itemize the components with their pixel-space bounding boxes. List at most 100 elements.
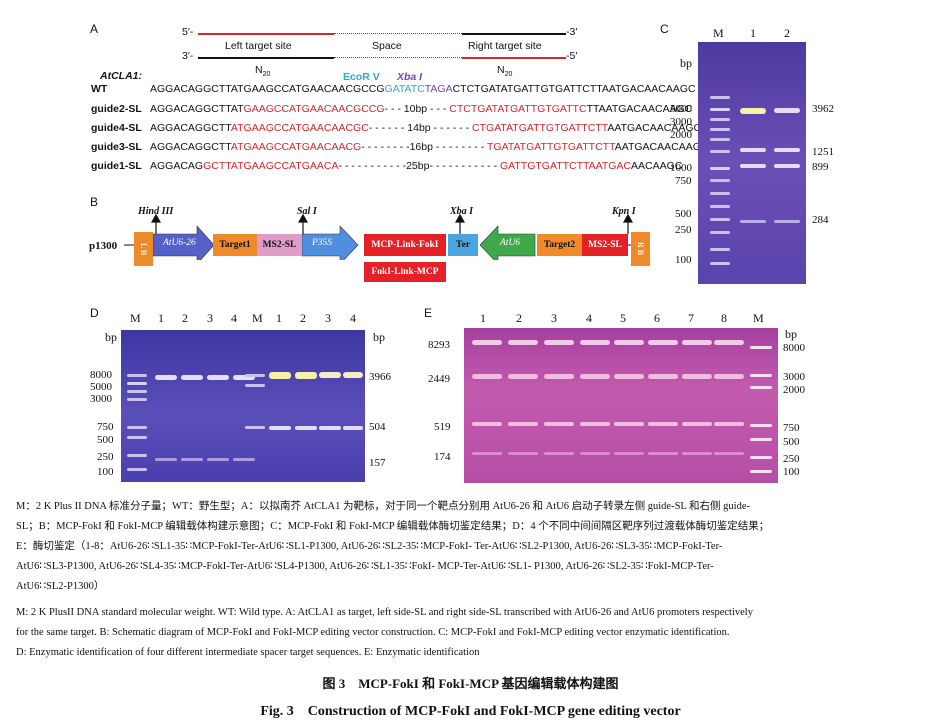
p1300-label: p1300 bbox=[89, 240, 118, 252]
gel-c-m-250: 250 bbox=[675, 224, 692, 236]
panel-a-label: A bbox=[90, 22, 99, 36]
gel-d-size-504: 504 bbox=[369, 421, 386, 433]
left-site-label: Left target site bbox=[225, 40, 292, 52]
gel-e-lane-label: 2 bbox=[516, 311, 522, 325]
gel-e-size-519: 519 bbox=[434, 421, 451, 433]
gel-d-m-500: 500 bbox=[97, 434, 114, 446]
seq-row-sequence: AGGACAGGCTTATGAAGCCATGAACAACGC- - - - - … bbox=[150, 122, 702, 134]
lb-box: L B bbox=[134, 232, 153, 266]
panel-e-label: E bbox=[424, 306, 433, 320]
caption-cn-line: AtU6∷SL2-P1300） bbox=[16, 581, 105, 592]
caption-cn-line: SL；B：MCP-FokI 和 FokI-MCP 编辑载体构建示意图；C：MCP… bbox=[16, 521, 770, 532]
gel-c-size-284: 284 bbox=[812, 214, 829, 226]
sal-i-label: Sal I bbox=[297, 206, 317, 217]
space-line-top bbox=[334, 33, 462, 34]
ms2-sl-left-box: MS2-SL bbox=[257, 234, 302, 256]
gel-d-lane-label: M bbox=[252, 311, 263, 325]
atu6-label: AtU6 bbox=[500, 238, 521, 248]
caption-en-line: D: Enzymatic identification of four diff… bbox=[16, 647, 480, 658]
gel-d-lane-label: 1 bbox=[276, 311, 282, 325]
xba-i-label: Xba I bbox=[450, 206, 474, 217]
gel-c-m-5000: 5000 bbox=[670, 103, 692, 115]
figure-title-english: Fig. 3 Construction of MCP-FokI and FokI… bbox=[260, 704, 681, 719]
gel-c-m-100: 100 bbox=[675, 254, 692, 266]
xbai-site: Xba I bbox=[397, 71, 423, 83]
foki-link-mcp-box: FokI-Link-MCP bbox=[364, 262, 446, 282]
gel-c-m-3000: 3000 bbox=[670, 116, 692, 128]
atu626-label: AtU6-26 bbox=[163, 238, 196, 248]
gel-c-m-750: 750 bbox=[675, 175, 692, 187]
p35s-arrow bbox=[301, 225, 359, 260]
strand-3prime-end: -3′ bbox=[566, 26, 578, 38]
seq-row-name: guide3-SL bbox=[91, 141, 142, 153]
panel-c-label: C bbox=[660, 22, 669, 36]
mcp-link-foki-box: MCP-Link-FokI bbox=[364, 234, 446, 256]
gel-c-m-500: 500 bbox=[675, 208, 692, 220]
gel-d-m-100: 100 bbox=[97, 466, 114, 478]
restriction-arrows bbox=[124, 213, 634, 260]
gel-c-size-1251: 1251 bbox=[812, 146, 834, 158]
strand-3prime: 3′- bbox=[182, 50, 194, 62]
seq-row-sequence: AGGACAGGCTTATGAAGCCATGAACA- - - - - - - … bbox=[150, 160, 683, 172]
seq-row-sequence: AGGACAGGCTTATGAAGCCATGAACAACGCCG- - - 10… bbox=[150, 103, 693, 115]
gel-e-m-500: 500 bbox=[783, 436, 800, 448]
gel-d-lane-label: 4 bbox=[231, 311, 237, 325]
gel-d-lane-label: 3 bbox=[325, 311, 331, 325]
target2-box: Target2 bbox=[537, 234, 582, 256]
gel-c-m-1000: 1000 bbox=[670, 162, 692, 174]
gel-d-size-3966: 3966 bbox=[369, 371, 391, 383]
ms2-sl-right-box: MS2-SL bbox=[582, 234, 628, 256]
gel-d-m-250: 250 bbox=[97, 451, 114, 463]
gel-e-lane-label: 6 bbox=[654, 311, 660, 325]
ecorv-site: EcoR V bbox=[343, 71, 380, 83]
gel-d-lane-label: 2 bbox=[300, 311, 306, 325]
gel-e-m-8000: 8000 bbox=[783, 342, 805, 354]
gel-d-lane-label: 2 bbox=[182, 311, 188, 325]
gel-e-lane-label: 7 bbox=[688, 311, 694, 325]
caption-chinese: M：2 K Plus II DNA 标准分子量；WT：野生型；A：以拟南芥 At… bbox=[16, 497, 926, 597]
gel-d-lane-label: 3 bbox=[207, 311, 213, 325]
caption-en-line: M: 2 K PlusII DNA standard molecular wei… bbox=[16, 607, 753, 618]
gel-e-lane-label: 8 bbox=[721, 311, 727, 325]
gel-c-m-2000: 2000 bbox=[670, 129, 692, 141]
ter-box: Ter bbox=[448, 234, 478, 256]
gel-e-lane-label: 4 bbox=[586, 311, 592, 325]
gel-c-lane-m: M bbox=[713, 26, 724, 40]
gel-e-m-250: 250 bbox=[783, 453, 800, 465]
target1-box: Target1 bbox=[213, 234, 257, 256]
gel-d-m-5000: 5000 bbox=[90, 381, 112, 393]
space-label: Space bbox=[372, 40, 402, 52]
hind-iii-label: Hind III bbox=[138, 206, 174, 217]
gel-e-lane-label: 1 bbox=[480, 311, 486, 325]
gel-e-size-2449: 2449 bbox=[428, 373, 450, 385]
kpn-i-label: Kpn I bbox=[612, 206, 636, 217]
n20-right: N20 bbox=[497, 64, 513, 79]
caption-en-line: for the same target. B: Schematic diagra… bbox=[16, 627, 730, 638]
gel-e-m-100: 100 bbox=[783, 466, 800, 478]
gel-e-size-8293: 8293 bbox=[428, 339, 450, 351]
left-site-line-top bbox=[198, 33, 334, 35]
gel-e-image bbox=[464, 328, 778, 483]
gel-c-size-899: 899 bbox=[812, 161, 829, 173]
p35s-label: P35S bbox=[312, 238, 333, 248]
gene-label: AtCLA1: bbox=[100, 70, 142, 82]
rb-box: R B bbox=[631, 232, 650, 266]
panel-b-label: B bbox=[90, 195, 99, 209]
gel-d-bp-left: bp bbox=[105, 330, 117, 344]
seq-row-name: guide4-SL bbox=[91, 122, 142, 134]
gel-c-lane-2: 2 bbox=[784, 26, 790, 40]
caption-english: M: 2 K PlusII DNA standard molecular wei… bbox=[16, 603, 926, 663]
gel-d-m-750: 750 bbox=[97, 421, 114, 433]
gel-d-lane-label: M bbox=[130, 311, 141, 325]
gel-d-m-8000: 8000 bbox=[90, 369, 112, 381]
panel-d-label: D bbox=[90, 306, 99, 320]
right-site-line-top bbox=[462, 33, 566, 35]
figure-title-chinese: 图 3 MCP-FokI 和 FokI-MCP 基因编辑载体构建图 bbox=[322, 676, 619, 691]
caption-cn-line: AtU6∷SL3-P1300, AtU6-26∷SL4-35∷MCP-FokI-… bbox=[16, 561, 714, 572]
gel-e-lane-label: M bbox=[753, 311, 764, 325]
caption-cn-line: M：2 K Plus II DNA 标准分子量；WT：野生型；A：以拟南芥 At… bbox=[16, 501, 751, 512]
gel-c-image bbox=[698, 42, 806, 284]
gel-c-bp: bp bbox=[680, 56, 692, 70]
space-line-bottom bbox=[334, 57, 462, 58]
seq-row-name: WT bbox=[91, 83, 108, 95]
